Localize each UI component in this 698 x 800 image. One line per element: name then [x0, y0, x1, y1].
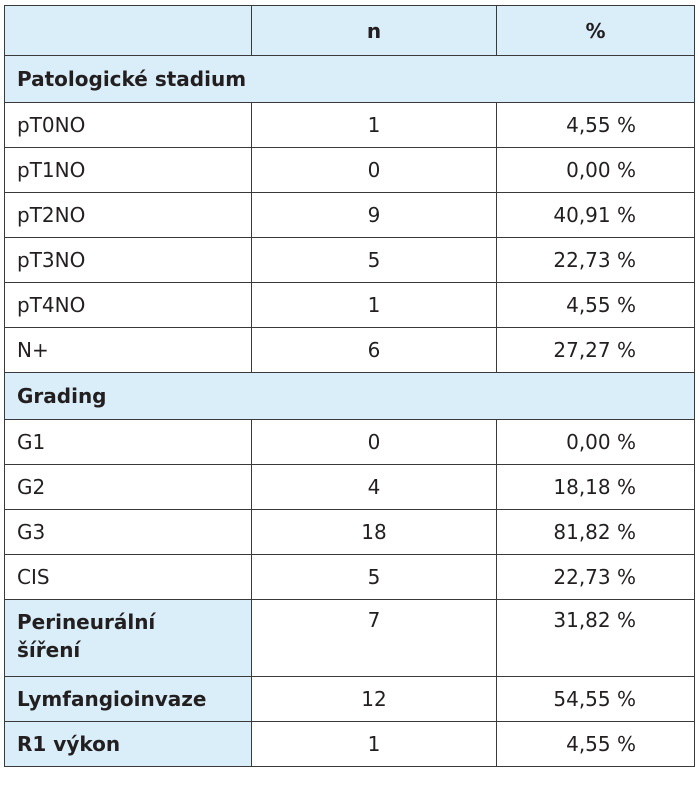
table-row: G2 4 18,18 %	[4, 464, 695, 510]
table-row-bold: Perineurální šíření 7 31,82 %	[4, 599, 695, 677]
table-row: pT0NO 1 4,55 %	[4, 102, 695, 148]
section-title: Patologické stadium	[4, 55, 695, 103]
row-percent: 81,82 %	[496, 509, 695, 555]
row-n: 4	[251, 464, 497, 510]
row-label-bold: R1 výkon	[4, 721, 252, 767]
table-row-bold: Lymfangioinvaze 12 54,55 %	[4, 676, 695, 722]
table-row: N+ 6 27,27 %	[4, 327, 695, 373]
table-row-bold: R1 výkon 1 4,55 %	[4, 721, 695, 767]
row-percent: 31,82 %	[496, 599, 695, 677]
table-row: pT3NO 5 22,73 %	[4, 237, 695, 283]
table-header-row: n %	[4, 5, 695, 56]
row-percent: 4,55 %	[496, 282, 695, 328]
row-percent: 0,00 %	[496, 147, 695, 193]
row-label: CIS	[4, 554, 252, 600]
row-label: G2	[4, 464, 252, 510]
row-n: 12	[251, 676, 497, 722]
section-title: Grading	[4, 372, 695, 420]
row-label: pT3NO	[4, 237, 252, 283]
row-percent: 40,91 %	[496, 192, 695, 238]
row-n: 6	[251, 327, 497, 373]
row-percent: 0,00 %	[496, 419, 695, 465]
row-n: 1	[251, 282, 497, 328]
row-n: 0	[251, 419, 497, 465]
row-label-line1: Perineurální	[17, 610, 156, 634]
row-n: 5	[251, 554, 497, 600]
row-percent: 4,55 %	[496, 102, 695, 148]
table-row: pT1NO 0 0,00 %	[4, 147, 695, 193]
row-n: 1	[251, 721, 497, 767]
row-label: G1	[4, 419, 252, 465]
header-blank-cell	[4, 5, 252, 56]
row-label: pT0NO	[4, 102, 252, 148]
row-percent: 22,73 %	[496, 554, 695, 600]
row-percent: 54,55 %	[496, 676, 695, 722]
row-label: pT4NO	[4, 282, 252, 328]
table-row: G3 18 81,82 %	[4, 509, 695, 555]
table-row: pT4NO 1 4,55 %	[4, 282, 695, 328]
row-n: 9	[251, 192, 497, 238]
section-header-row: Patologické stadium	[4, 55, 695, 103]
row-label-bold: Lymfangioinvaze	[4, 676, 252, 722]
header-percent: %	[496, 5, 695, 56]
row-label: pT1NO	[4, 147, 252, 193]
row-percent: 18,18 %	[496, 464, 695, 510]
table-row: CIS 5 22,73 %	[4, 554, 695, 600]
row-n: 7	[251, 599, 497, 677]
row-n: 1	[251, 102, 497, 148]
row-label: G3	[4, 509, 252, 555]
section-header-row: Grading	[4, 372, 695, 420]
row-n: 0	[251, 147, 497, 193]
row-label: N+	[4, 327, 252, 373]
row-percent: 22,73 %	[496, 237, 695, 283]
row-label-line2: šíření	[17, 638, 81, 662]
row-n: 5	[251, 237, 497, 283]
row-n: 18	[251, 509, 497, 555]
results-table: n % Patologické stadium pT0NO 1 4,55 % p…	[4, 5, 695, 767]
table-row: pT2NO 9 40,91 %	[4, 192, 695, 238]
row-percent: 4,55 %	[496, 721, 695, 767]
row-label-bold: Perineurální šíření	[4, 599, 252, 677]
header-n: n	[251, 5, 497, 56]
row-percent: 27,27 %	[496, 327, 695, 373]
row-label: pT2NO	[4, 192, 252, 238]
table-row: G1 0 0,00 %	[4, 419, 695, 465]
